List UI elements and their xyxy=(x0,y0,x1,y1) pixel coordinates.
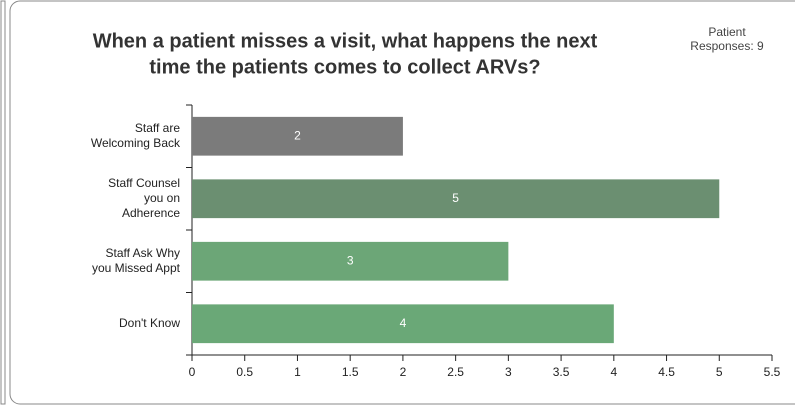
y-tick-label: Staff Ask Why xyxy=(106,246,180,260)
frame-edge xyxy=(0,0,6,405)
x-tick-label: 2 xyxy=(400,365,407,379)
frame xyxy=(9,0,795,405)
y-tick-label: you on xyxy=(144,191,180,205)
value-label: 4 xyxy=(400,316,407,330)
bar xyxy=(192,116,403,156)
x-tick-label: 4 xyxy=(610,365,617,379)
x-tick-label: 3.5 xyxy=(553,365,570,379)
chart-title: time the patients comes to collect ARVs? xyxy=(149,56,540,78)
value-label: 5 xyxy=(452,191,459,205)
y-tick-label: Staff are xyxy=(135,121,180,135)
x-tick-label: 4.5 xyxy=(658,365,675,379)
chart-title: When a patient misses a visit, what happ… xyxy=(93,30,598,52)
y-tick-label: Staff Counsel xyxy=(108,176,180,190)
y-tick-label: Don't Know xyxy=(119,316,180,330)
value-label: 3 xyxy=(347,253,354,267)
x-tick-label: 1.5 xyxy=(342,365,359,379)
x-tick-label: 1 xyxy=(294,365,301,379)
x-tick-label: 2.5 xyxy=(447,365,464,379)
bar xyxy=(192,241,509,281)
x-tick-label: 5.5 xyxy=(764,365,781,379)
y-tick-label: you Missed Appt xyxy=(92,261,181,275)
y-tick-label: Welcoming Back xyxy=(91,136,181,150)
x-tick-label: 0 xyxy=(189,365,196,379)
x-tick-label: 5 xyxy=(716,365,723,379)
value-label: 2 xyxy=(294,128,301,142)
bar xyxy=(192,304,614,344)
x-tick-label: 0.5 xyxy=(236,365,253,379)
bar xyxy=(192,179,720,219)
annotation: Responses: 9 xyxy=(690,39,764,53)
annotation: Patient xyxy=(708,25,746,39)
x-tick-label: 3 xyxy=(505,365,512,379)
y-tick-label: Adherence xyxy=(122,206,180,220)
